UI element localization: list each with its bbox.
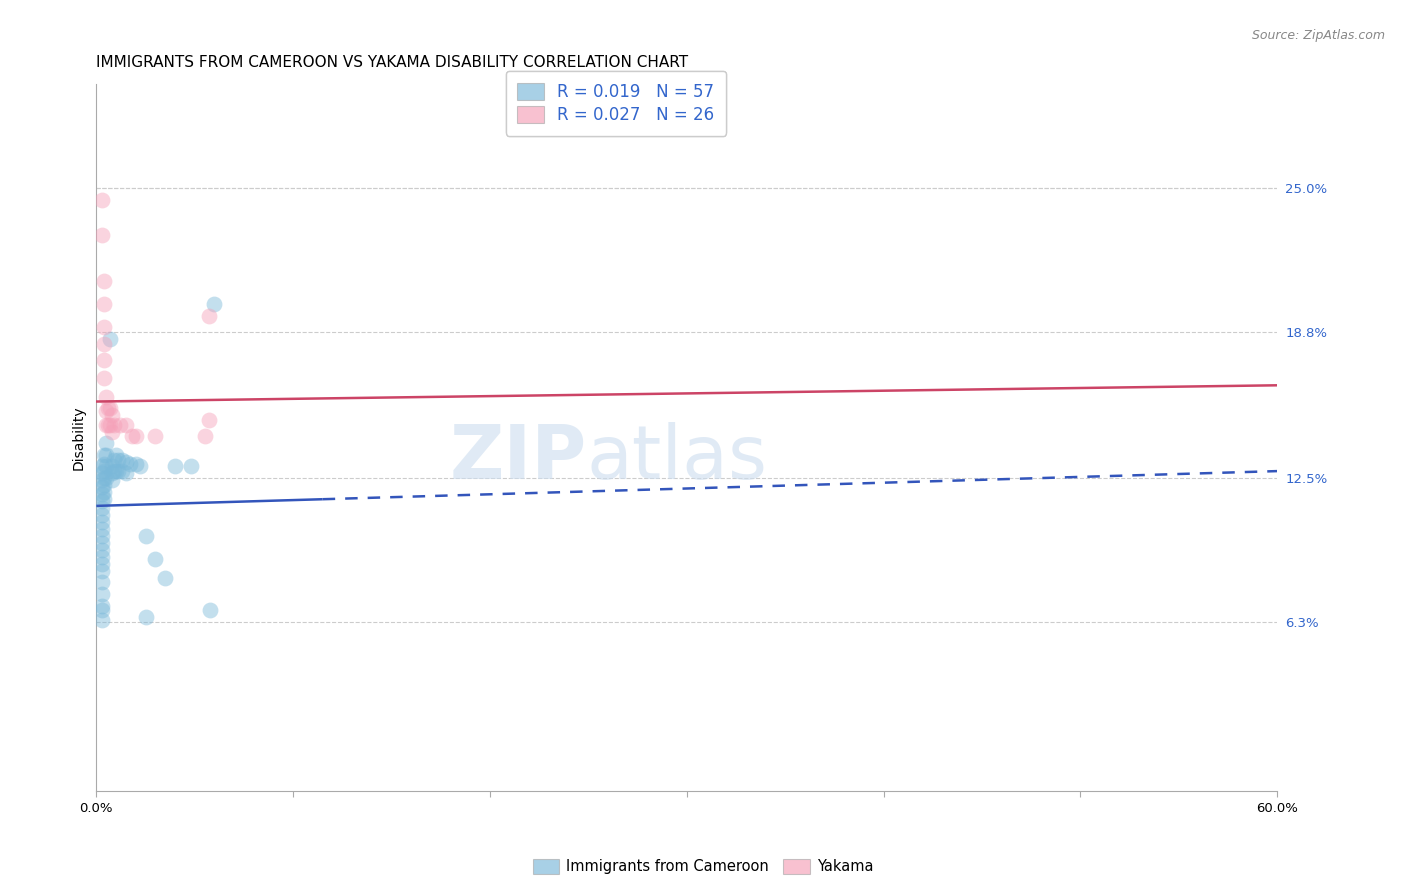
Point xyxy=(128,459,150,474)
Point xyxy=(101,459,124,474)
Point xyxy=(96,390,118,404)
Point xyxy=(103,452,125,467)
Point xyxy=(93,491,115,506)
Point xyxy=(155,571,177,585)
Point xyxy=(93,371,115,385)
Point xyxy=(145,552,167,566)
Text: atlas: atlas xyxy=(586,422,768,495)
Point xyxy=(91,613,114,627)
Point xyxy=(145,429,167,443)
Point xyxy=(98,332,121,346)
Legend: R = 0.019   N = 57, R = 0.027   N = 26: R = 0.019 N = 57, R = 0.027 N = 26 xyxy=(506,71,725,136)
Point xyxy=(118,457,141,471)
Point xyxy=(96,404,118,418)
Point xyxy=(125,429,148,443)
Point xyxy=(107,452,129,467)
Point xyxy=(98,401,121,416)
Point xyxy=(103,417,125,432)
Point xyxy=(91,487,114,501)
Point xyxy=(91,587,114,601)
Point xyxy=(91,467,114,481)
Point xyxy=(135,610,157,624)
Point xyxy=(91,494,114,508)
Point xyxy=(91,557,114,571)
Point xyxy=(115,455,138,469)
Point xyxy=(91,575,114,590)
Point xyxy=(194,429,217,443)
Point xyxy=(96,459,118,474)
Point xyxy=(91,543,114,558)
Point xyxy=(93,457,115,471)
Point xyxy=(98,417,121,432)
Y-axis label: Disability: Disability xyxy=(72,405,86,470)
Point xyxy=(96,417,118,432)
Point xyxy=(125,457,148,471)
Point xyxy=(111,452,134,467)
Point xyxy=(93,320,115,334)
Point xyxy=(93,336,115,351)
Point xyxy=(91,529,114,543)
Text: IMMIGRANTS FROM CAMEROON VS YAKAMA DISABILITY CORRELATION CHART: IMMIGRANTS FROM CAMEROON VS YAKAMA DISAB… xyxy=(97,55,689,70)
Point xyxy=(197,309,219,323)
Point xyxy=(115,417,138,432)
Point xyxy=(180,459,202,474)
Point xyxy=(93,471,115,485)
Point xyxy=(91,536,114,550)
Point xyxy=(91,515,114,529)
Point xyxy=(96,448,118,462)
Point xyxy=(105,464,128,478)
Point xyxy=(121,429,143,443)
Point xyxy=(91,459,114,474)
Point xyxy=(97,401,120,416)
Point xyxy=(93,485,115,500)
Text: ZIP: ZIP xyxy=(449,422,586,495)
Point xyxy=(204,297,226,311)
Point xyxy=(91,564,114,578)
Point xyxy=(96,436,118,450)
Point xyxy=(107,464,129,478)
Point xyxy=(93,464,115,478)
Point xyxy=(91,522,114,536)
Point xyxy=(93,478,115,492)
Point xyxy=(111,464,134,478)
Point xyxy=(200,603,222,617)
Point xyxy=(91,603,114,617)
Text: Source: ZipAtlas.com: Source: ZipAtlas.com xyxy=(1251,29,1385,42)
Point xyxy=(101,409,124,423)
Point xyxy=(96,471,118,485)
Point xyxy=(93,274,115,288)
Point xyxy=(91,193,114,207)
Legend: Immigrants from Cameroon, Yakama: Immigrants from Cameroon, Yakama xyxy=(527,853,879,880)
Point xyxy=(103,464,125,478)
Point xyxy=(91,501,114,516)
Point xyxy=(91,549,114,564)
Point xyxy=(101,425,124,439)
Point xyxy=(91,599,114,613)
Point xyxy=(93,297,115,311)
Point xyxy=(165,459,187,474)
Point xyxy=(108,417,131,432)
Point xyxy=(197,413,219,427)
Point xyxy=(101,467,124,481)
Point xyxy=(91,508,114,523)
Point xyxy=(115,467,138,481)
Point xyxy=(93,352,115,367)
Point xyxy=(101,474,124,488)
Point xyxy=(91,480,114,494)
Point xyxy=(97,417,120,432)
Point xyxy=(135,529,157,543)
Point xyxy=(91,474,114,488)
Point xyxy=(93,448,115,462)
Point xyxy=(105,448,128,462)
Point xyxy=(91,227,114,242)
